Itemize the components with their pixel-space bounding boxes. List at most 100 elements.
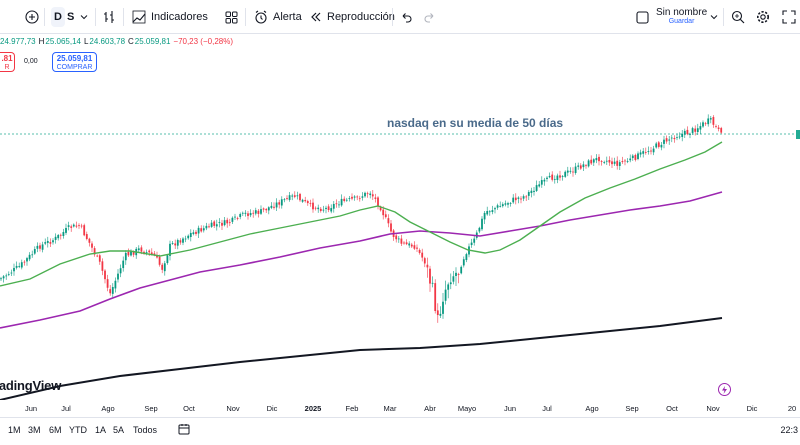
plus-circle-icon xyxy=(25,10,39,24)
candle-body xyxy=(694,128,697,132)
candle-body xyxy=(104,270,106,280)
interval-dropdown[interactable] xyxy=(80,0,88,34)
toolbar-divider xyxy=(723,8,724,26)
candle-body xyxy=(400,238,403,244)
candle-body xyxy=(642,151,645,154)
time-axis-label: Jun xyxy=(24,404,38,413)
time-axis-label: 2025 xyxy=(304,404,322,413)
time-axis-label: 20 xyxy=(787,404,797,413)
time-axis-label: Feb xyxy=(345,404,359,413)
range-button-6m[interactable]: 6M xyxy=(49,425,62,435)
redo-icon xyxy=(424,11,436,23)
range-button-5a[interactable]: 5A xyxy=(113,425,125,435)
candle-body xyxy=(491,210,494,213)
candle-body xyxy=(715,126,717,127)
templates-button[interactable] xyxy=(225,0,238,34)
buy-button[interactable]: 25.059,81 COMPRAR xyxy=(52,52,97,72)
candles-layer xyxy=(0,114,723,323)
settings-button[interactable] xyxy=(756,0,770,34)
candle-body xyxy=(535,185,538,191)
candle-body xyxy=(447,284,450,290)
layout-checkbox[interactable] xyxy=(636,0,649,34)
time-axis[interactable]: Jun Jul Ago Sep Oct Nov Dic 2025 Feb Mar Abr Mayo Ju… xyxy=(0,400,800,416)
time-axis-label: Oct xyxy=(666,404,678,413)
buy-price: 25.059,81 xyxy=(56,54,93,63)
chevron-down-icon xyxy=(710,13,718,21)
range-button-1a[interactable]: 1A xyxy=(95,425,107,435)
range-button-1m[interactable]: 1M xyxy=(8,425,21,435)
redo-button[interactable] xyxy=(424,0,436,34)
candle-body xyxy=(192,232,195,235)
layout-menu-button[interactable]: Sin nombre Guardar xyxy=(656,0,707,34)
chart-annotation-text[interactable]: nasdaq en su media de 50 días xyxy=(387,116,564,130)
candle-body xyxy=(717,127,720,129)
candle-body xyxy=(293,195,296,197)
candle-body xyxy=(569,170,572,172)
candle-body xyxy=(143,251,145,254)
candle-body xyxy=(470,242,473,246)
candle-body xyxy=(301,199,304,202)
toolbar-divider xyxy=(123,8,124,26)
candle-body xyxy=(574,166,577,173)
candle-body xyxy=(247,213,249,216)
layout-dropdown[interactable] xyxy=(710,0,718,34)
sell-button[interactable]: .81 R xyxy=(0,52,15,72)
candle-body xyxy=(137,248,140,251)
layout-square-icon xyxy=(636,10,649,24)
candle-body xyxy=(54,236,57,240)
range-button-ytd[interactable]: YTD xyxy=(69,425,87,435)
candle-body xyxy=(244,212,247,214)
add-symbol-button[interactable] xyxy=(25,0,39,34)
interval-d-button[interactable]: D xyxy=(54,11,62,23)
candle-body xyxy=(434,283,437,311)
candle-body xyxy=(226,219,229,224)
candle-body xyxy=(254,210,257,214)
candle-body xyxy=(429,268,431,284)
candle-body xyxy=(486,210,489,215)
candle-body xyxy=(231,217,234,222)
candle-body xyxy=(41,244,44,250)
candle-body xyxy=(564,171,567,177)
replay-button[interactable]: Reproducción xyxy=(310,0,395,34)
date-range-button[interactable] xyxy=(178,423,190,437)
candle-body xyxy=(340,198,343,206)
candle-body xyxy=(130,251,132,256)
candle-body xyxy=(639,152,642,155)
clock-readout[interactable]: 22:3 xyxy=(780,425,798,435)
time-axis-label: Abr xyxy=(424,404,436,413)
price-chart[interactable] xyxy=(0,34,800,400)
candle-body xyxy=(273,206,275,208)
candle-body xyxy=(267,207,270,211)
candle-body xyxy=(234,216,236,218)
candle-body xyxy=(426,264,429,268)
candle-body xyxy=(436,310,439,316)
chart-type-button[interactable] xyxy=(102,0,116,34)
alert-button[interactable]: Alerta xyxy=(254,0,302,34)
range-button-todos[interactable]: Todos xyxy=(133,425,158,435)
range-button-3m[interactable]: 3M xyxy=(28,425,41,435)
candle-body xyxy=(327,206,330,211)
candle-body xyxy=(483,212,486,220)
candle-body xyxy=(431,282,434,284)
candle-body xyxy=(117,273,119,280)
indicators-button[interactable]: Indicadores xyxy=(132,0,208,34)
candle-body xyxy=(291,195,294,197)
candle-body xyxy=(527,192,530,196)
fullscreen-button[interactable] xyxy=(782,0,796,34)
candle-body xyxy=(462,259,465,266)
fullscreen-icon xyxy=(782,10,796,24)
interval-s-button[interactable]: S xyxy=(67,11,75,23)
alert-label: Alerta xyxy=(273,11,302,23)
candle-body xyxy=(608,160,611,163)
candle-body xyxy=(439,313,442,316)
candle-body xyxy=(187,235,190,239)
quick-search-button[interactable] xyxy=(731,0,745,34)
candle-body xyxy=(18,266,21,267)
candle-body xyxy=(197,227,200,234)
ohlc-high-label: H xyxy=(38,37,45,46)
candle-body xyxy=(387,218,390,224)
ohlc-close-label: C xyxy=(128,37,134,46)
lightning-icon[interactable] xyxy=(718,383,731,396)
candle-body xyxy=(223,220,226,226)
undo-button[interactable] xyxy=(400,0,412,34)
